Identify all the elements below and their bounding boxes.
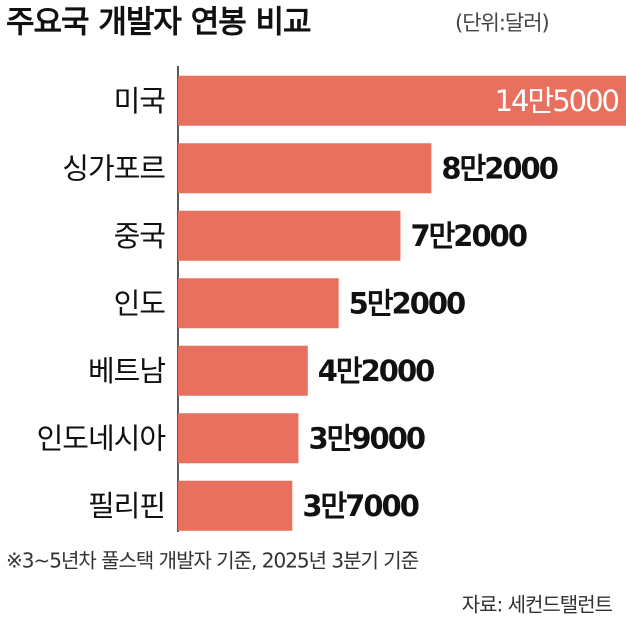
category-label: 중국 (114, 219, 166, 253)
category-label: 베트남 (88, 354, 165, 388)
chart-subtitle: (단위:달러) (455, 11, 549, 35)
category-label: 인도 (114, 286, 166, 320)
category-label: 필리핀 (88, 489, 165, 523)
value-label: 5만2000 (349, 286, 465, 320)
value-label: 7만2000 (410, 219, 526, 253)
bar (178, 345, 308, 396)
value-label: 3만9000 (308, 421, 424, 455)
bar (178, 278, 339, 329)
bar (178, 210, 401, 261)
bar (178, 480, 293, 531)
bar (178, 143, 432, 194)
category-label: 미국 (114, 84, 166, 118)
source: 자료: 세컨드탤런트 (462, 593, 613, 617)
category-label: 싱가포르 (62, 151, 165, 185)
value-label: 14만5000 (495, 84, 619, 118)
footnote: ※3~5년차 풀스택 개발자 기준, 2025년 3분기 기준 (6, 549, 419, 573)
bar (178, 413, 299, 464)
category-label: 인도네시아 (37, 421, 166, 455)
value-label: 8만2000 (441, 151, 557, 185)
chart-title: 주요국 개발자 연봉 비교 (6, 5, 311, 41)
value-label: 4만2000 (318, 354, 434, 388)
value-label: 3만7000 (302, 489, 418, 523)
bar (178, 75, 626, 126)
